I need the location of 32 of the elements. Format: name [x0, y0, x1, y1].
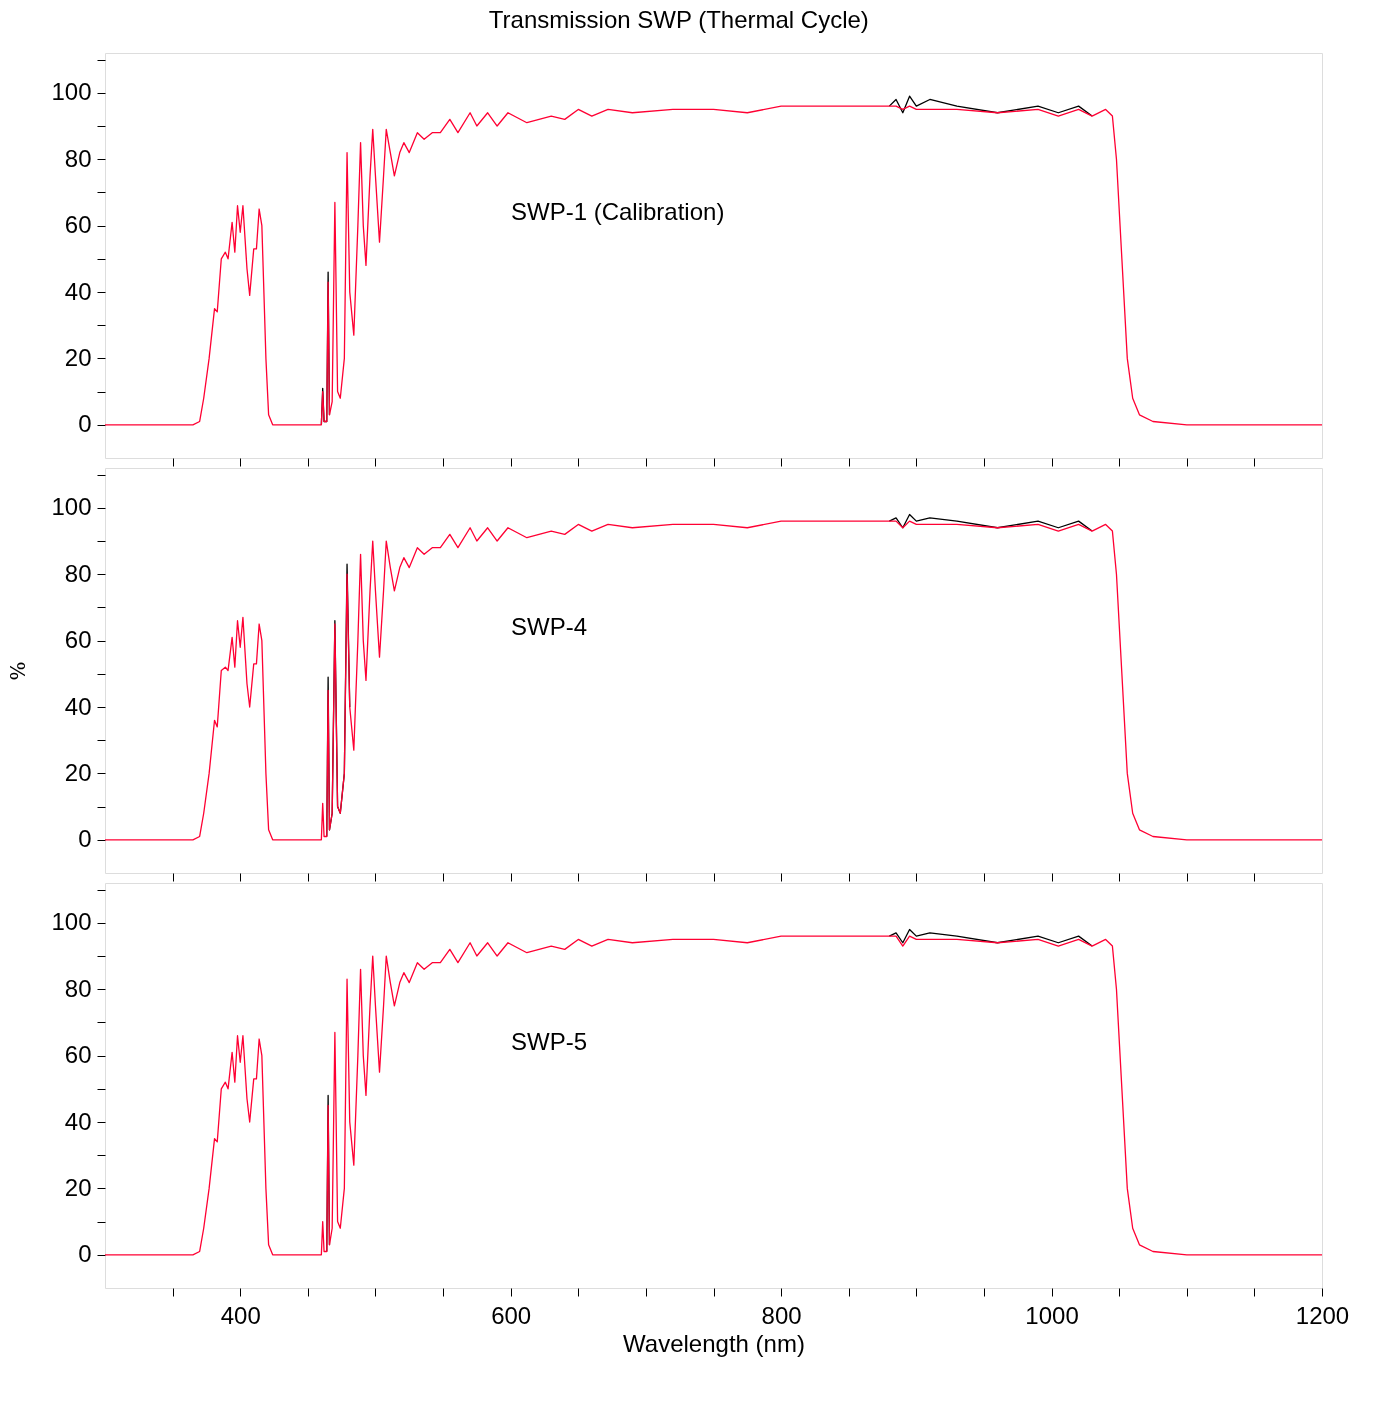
- line-series: [104, 935, 1323, 1256]
- y-tick-label: 0: [78, 1240, 92, 1268]
- annotation: SWP-4: [511, 613, 588, 640]
- x-tick-label: 800: [761, 1301, 802, 1329]
- line-series: [104, 105, 1323, 426]
- y-tick-label: 80: [64, 559, 92, 587]
- x-axis-title: Wavelength (nm): [623, 1329, 805, 1357]
- y-tick-label: 80: [64, 974, 92, 1002]
- x-tick-label: 1200: [1295, 1301, 1350, 1329]
- y-tick-label: 100: [51, 493, 92, 521]
- y-tick-label: 0: [78, 410, 92, 438]
- y-tick-label: 60: [64, 211, 92, 239]
- y-tick-label: 80: [64, 144, 92, 172]
- y-tick-label: 0: [78, 825, 92, 853]
- annotation: SWP-1 (Calibration): [511, 198, 725, 225]
- y-tick-label: 40: [64, 692, 92, 720]
- y-tick-label: 100: [51, 78, 92, 106]
- x-tick-label: 400: [220, 1301, 261, 1329]
- y-tick-label: 20: [64, 758, 92, 786]
- y-axis-title: %: [6, 661, 31, 681]
- y-tick-label: 40: [64, 277, 92, 305]
- y-tick-label: 60: [64, 1041, 92, 1069]
- x-tick-label: 1000: [1025, 1301, 1079, 1329]
- annotation: SWP-5: [511, 1028, 588, 1055]
- y-tick-label: 40: [64, 1107, 92, 1135]
- y-tick-label: 100: [51, 908, 92, 936]
- line-series: [104, 520, 1323, 841]
- y-tick-label: 20: [64, 1173, 92, 1201]
- chart-title: Transmission SWP (Thermal Cycle): [488, 5, 869, 33]
- x-tick-label: 600: [491, 1301, 532, 1329]
- y-tick-label: 60: [64, 626, 92, 654]
- y-tick-label: 20: [64, 343, 92, 371]
